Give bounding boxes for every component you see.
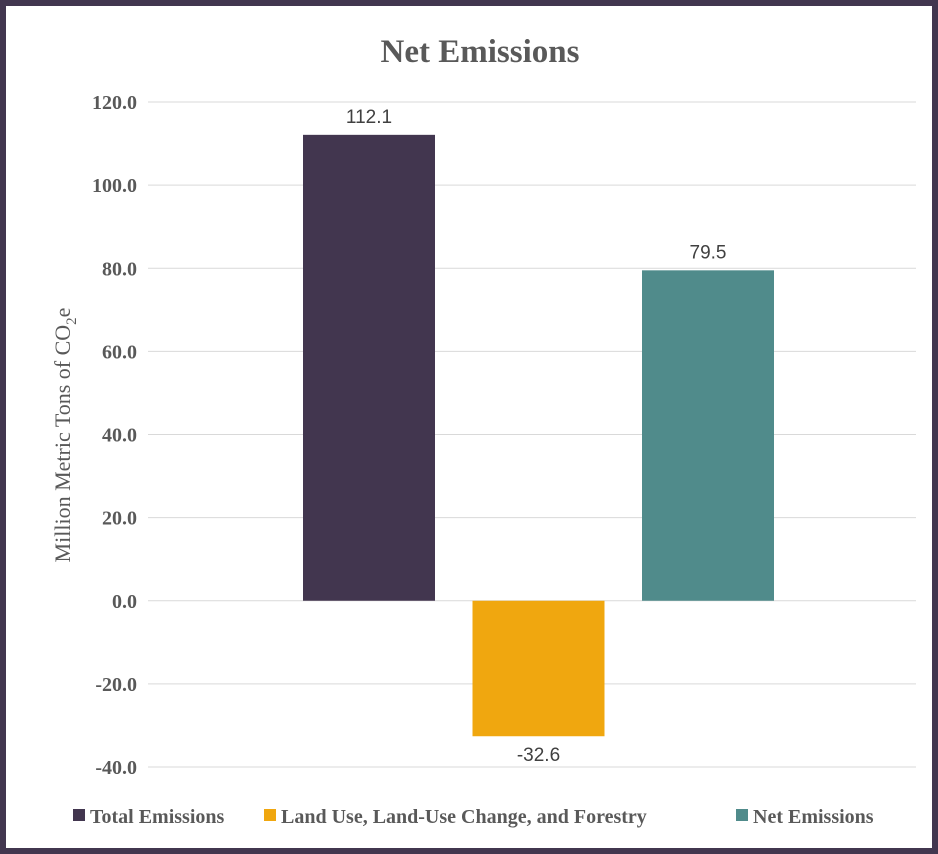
legend: Total Emissions Land Use, Land-Use Change… xyxy=(73,806,874,828)
y-tick-label: 80.0 xyxy=(102,258,137,280)
y-tick-label: 0.0 xyxy=(112,591,137,613)
legend-swatch-1 xyxy=(73,809,85,821)
y-axis-label-main: Million Metric Tons of CO xyxy=(50,325,75,563)
y-tick-label: 20.0 xyxy=(102,508,137,530)
bars xyxy=(303,134,774,737)
legend-label-1: Total Emissions xyxy=(90,806,225,828)
legend-swatch-3 xyxy=(736,809,748,821)
data-label-2: -32.6 xyxy=(517,745,560,766)
legend-label-3: Net Emissions xyxy=(753,806,874,828)
y-tick-label: 120.0 xyxy=(92,92,137,114)
bar-2 xyxy=(472,600,605,737)
y-tick-label: -20.0 xyxy=(95,674,137,696)
chart-title: Net Emissions xyxy=(381,34,580,70)
y-axis-label: Million Metric Tons of CO2e xyxy=(50,308,80,563)
y-axis-label-subscript: 2 xyxy=(64,317,80,325)
bar-3 xyxy=(642,270,774,601)
y-tick-label: 60.0 xyxy=(102,341,137,363)
y-tick-label: 40.0 xyxy=(102,425,137,447)
data-labels: 112.1 -32.6 79.5 xyxy=(346,107,727,766)
gridlines xyxy=(148,101,916,768)
bar-1 xyxy=(303,134,435,601)
legend-swatch-2 xyxy=(264,809,276,821)
y-tick-label: 100.0 xyxy=(92,175,137,197)
data-label-1: 112.1 xyxy=(346,107,392,128)
legend-label-2: Land Use, Land-Use Change, and Forestry xyxy=(281,806,647,828)
data-label-3: 79.5 xyxy=(690,242,727,263)
y-axis-label-tail: e xyxy=(50,308,75,318)
y-tick-label: -40.0 xyxy=(95,757,137,779)
y-axis-ticks: 120.0 100.0 80.0 60.0 40.0 20.0 0.0 -20.0 -40.0 xyxy=(92,92,137,779)
